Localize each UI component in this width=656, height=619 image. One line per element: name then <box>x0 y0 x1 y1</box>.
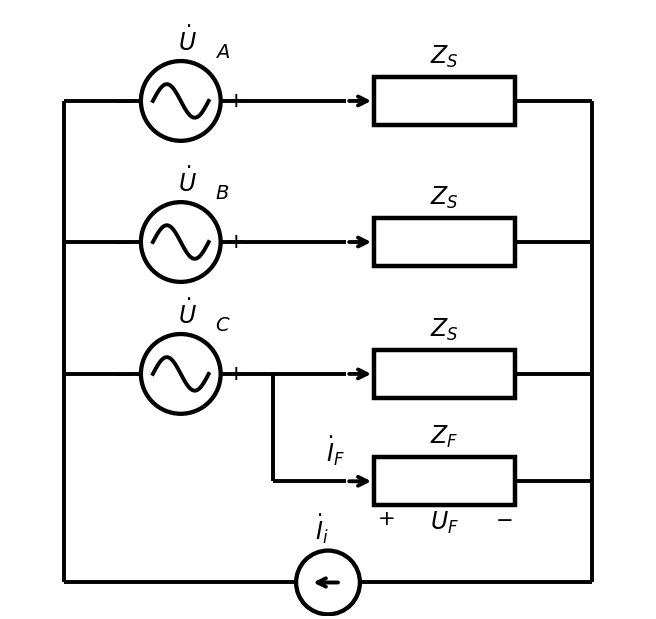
Text: $Z_F$: $Z_F$ <box>430 424 459 450</box>
Circle shape <box>141 202 220 282</box>
Text: $C$: $C$ <box>215 316 230 335</box>
Circle shape <box>296 550 360 615</box>
Circle shape <box>141 334 220 413</box>
Text: $\dot{U}_F$: $\dot{U}_F$ <box>430 501 459 535</box>
Circle shape <box>141 61 220 141</box>
Text: $+$: $+$ <box>226 91 244 111</box>
Text: $\dot{U}$: $\dot{U}$ <box>178 300 197 329</box>
Bar <box>374 457 515 505</box>
Text: $\dot{I}_i$: $\dot{I}_i$ <box>315 512 329 546</box>
Text: $-$: $-$ <box>112 89 132 113</box>
Bar <box>374 350 515 398</box>
Text: $-$: $-$ <box>112 362 132 386</box>
Text: $+$: $+$ <box>226 232 244 252</box>
Text: $-$: $-$ <box>495 509 512 529</box>
Text: $\dot{U}$: $\dot{U}$ <box>178 168 197 197</box>
Text: $Z_S$: $Z_S$ <box>430 43 459 70</box>
Text: $\dot{U}$: $\dot{U}$ <box>178 27 197 56</box>
Bar <box>374 218 515 266</box>
Text: $Z_S$: $Z_S$ <box>430 184 459 210</box>
Text: $\dot{I}_F$: $\dot{I}_F$ <box>326 434 345 468</box>
Text: $+$: $+$ <box>377 509 394 529</box>
Text: $A$: $A$ <box>215 43 230 63</box>
Text: $+$: $+$ <box>226 364 244 384</box>
Text: $-$: $-$ <box>112 230 132 254</box>
Text: $Z_S$: $Z_S$ <box>430 316 459 343</box>
Bar <box>374 77 515 125</box>
Text: $B$: $B$ <box>215 184 229 204</box>
